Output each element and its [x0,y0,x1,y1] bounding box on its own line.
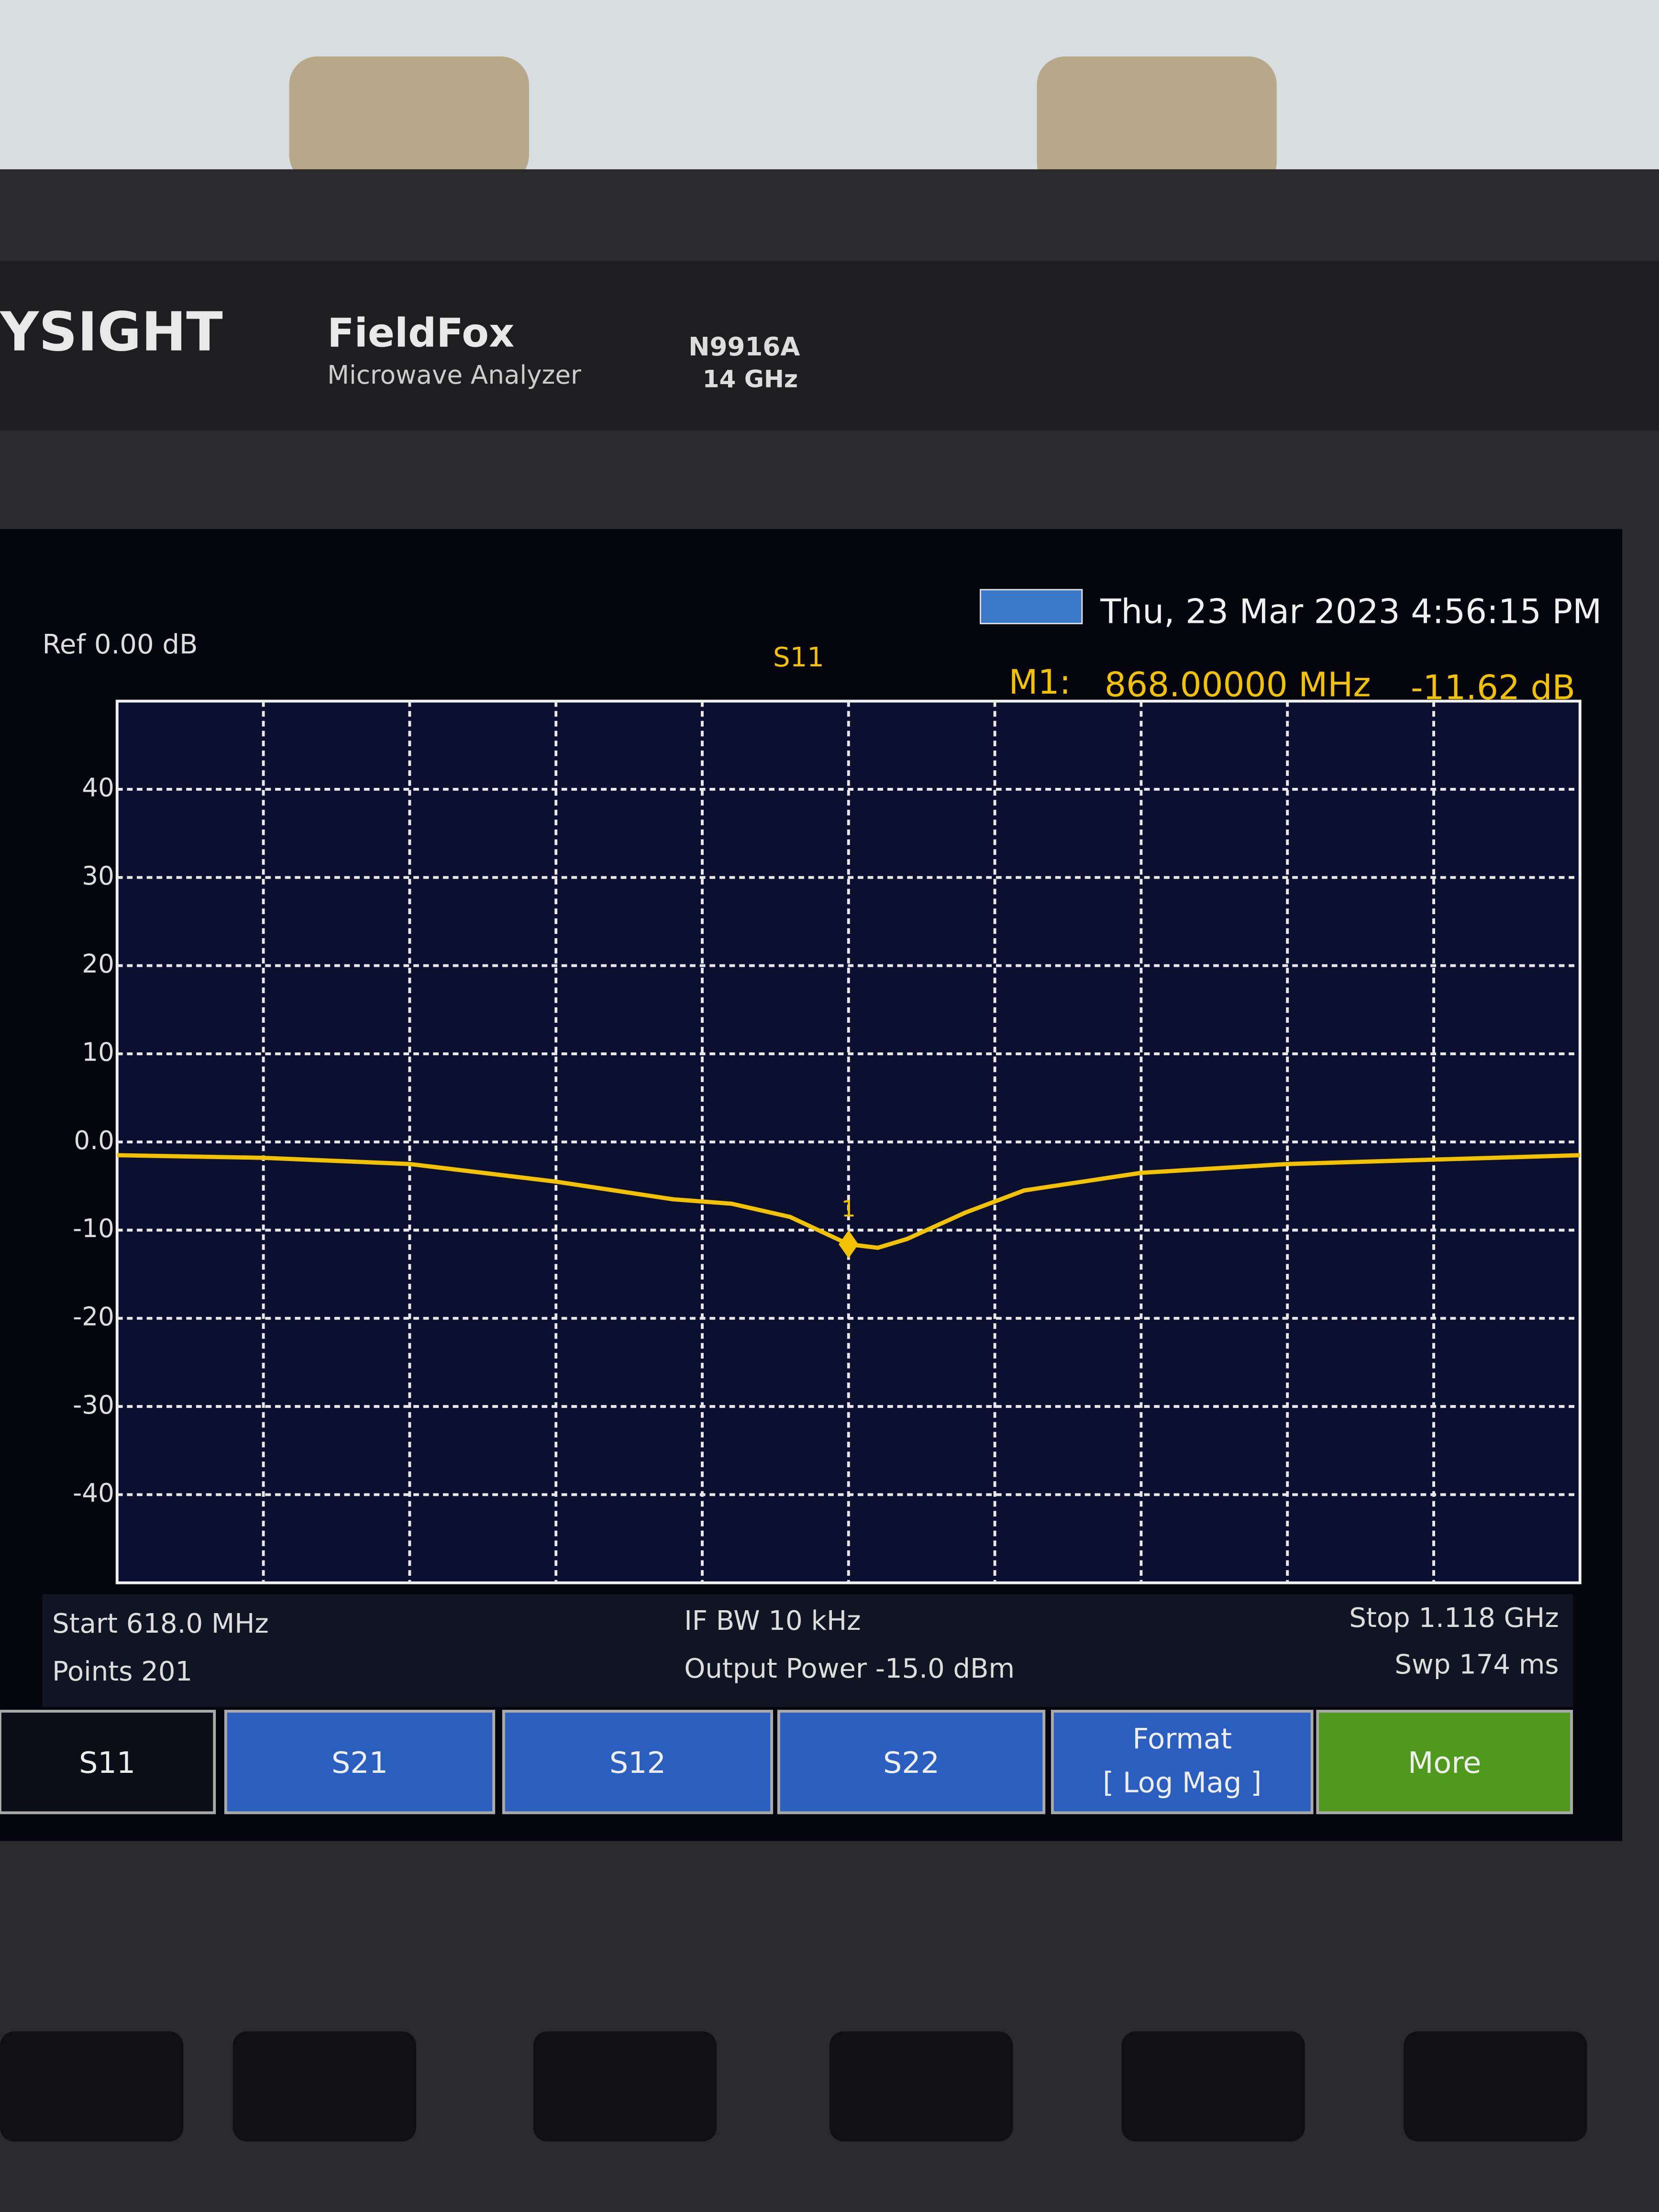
hardware-key[interactable] [232,2031,416,2142]
chart-title: S11 [773,642,824,673]
freq-range: 14 GHz [703,365,798,393]
y-tick-label: 0.0 [74,1126,114,1155]
if-bandwidth: IF BW 10 kHz [684,1605,861,1637]
hardware-key[interactable] [1404,2031,1587,2142]
hardware-key[interactable] [1121,2031,1305,2142]
y-tick-label: -10 [73,1214,114,1243]
sweep-time: Swp 174 ms [1394,1649,1559,1680]
points: Points 201 [52,1656,192,1687]
y-tick-label: 10 [82,1038,114,1067]
output-power: Output Power -15.0 dBm [684,1653,1015,1684]
brand-strip [0,261,1659,431]
softkey-label: S12 [609,1746,666,1780]
trace [117,1153,1580,1250]
connector [289,56,529,184]
brand: YSIGHT [0,301,223,364]
softkey[interactable] [1316,1710,1573,1814]
hardware-key[interactable] [830,2031,1013,2142]
part-number: N9916A [688,332,800,362]
marker-freq: 868.00000 MHz [1105,665,1371,705]
start-freq: Start 618.0 MHz [52,1608,269,1639]
y-tick-label: 40 [82,773,114,803]
marker [839,1230,859,1259]
softkey-label: S21 [332,1746,388,1780]
softkey-label: S22 [883,1746,940,1780]
softkey[interactable] [224,1710,496,1814]
ref-level: Ref 0.00 dB [42,629,198,660]
stop-freq: Stop 1.118 GHz [1349,1603,1559,1634]
model-subtitle: Microwave Analyzer [327,360,581,390]
marker-name: M1: [1009,662,1071,702]
softkey-label: [ Log Mag ] [1103,1766,1261,1799]
marker-label: 1 [841,1196,856,1222]
softkey[interactable] [777,1710,1046,1814]
softkey-label: Format [1132,1722,1232,1755]
softkey[interactable] [1051,1710,1314,1814]
battery-icon [980,589,1083,624]
y-tick-label: 30 [82,861,114,891]
connector [1037,56,1277,191]
y-tick-label: -20 [73,1302,114,1331]
datetime: Thu, 23 Mar 2023 4:56:15 PM [1100,591,1602,631]
y-tick-label: -30 [73,1390,114,1420]
softkey[interactable] [502,1710,774,1814]
y-tick-label: 20 [82,949,114,979]
footer-bar [42,1594,1573,1707]
model: FieldFox [327,310,514,356]
hardware-key[interactable] [533,2031,717,2142]
softkey-label: S11 [79,1746,135,1780]
y-tick-label: -40 [73,1478,114,1508]
hardware-key[interactable] [0,2031,184,2142]
softkey[interactable] [0,1710,216,1814]
softkey-label: More [1408,1746,1481,1780]
